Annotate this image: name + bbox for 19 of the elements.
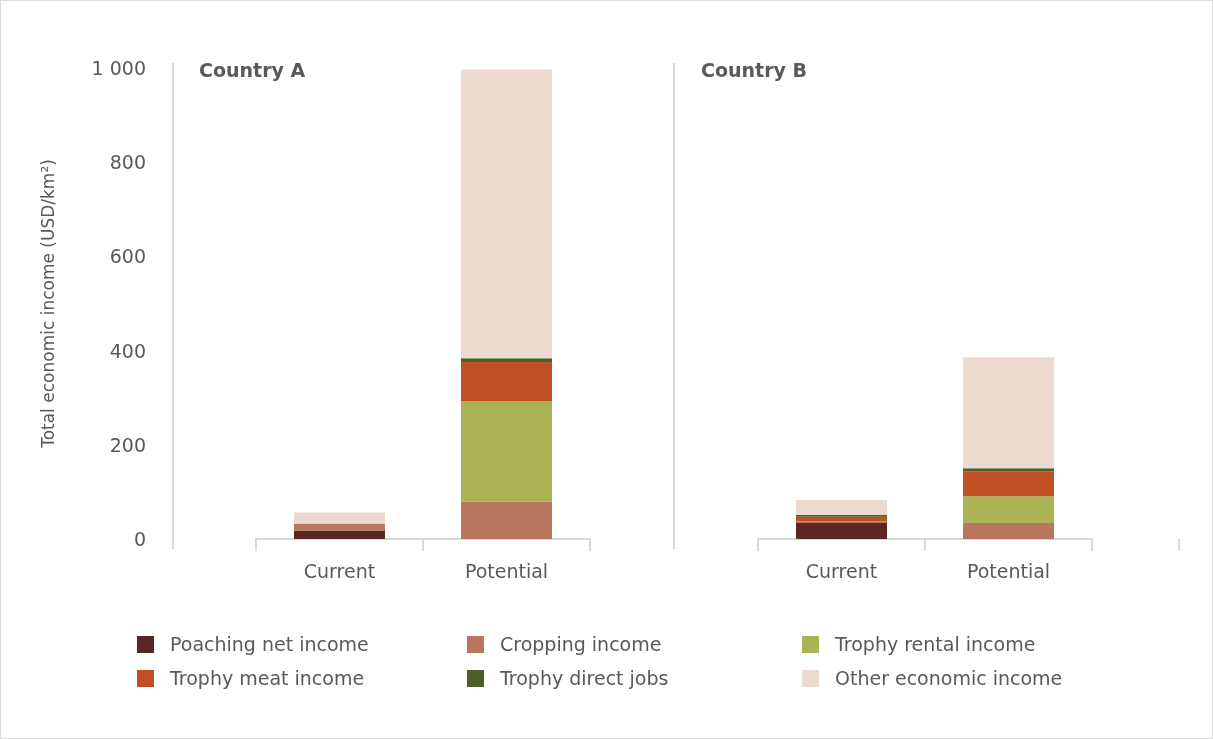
y-tick-label: 600: [109, 245, 146, 268]
legend-label: Cropping income: [500, 633, 662, 655]
x-tick-label: Potential: [966, 559, 1051, 582]
y-axis-title: Total economic income (USD/km²): [37, 159, 58, 449]
y-tick-label: 200: [109, 433, 146, 456]
chart-title: Country B: [701, 58, 807, 81]
legend-label: Trophy meat income: [170, 667, 365, 689]
x-tick-label: Current: [805, 559, 878, 582]
y-tick-label: 800: [109, 151, 146, 174]
legend-label: Poaching net income: [170, 633, 369, 655]
y-tick-label: 1 000: [91, 57, 146, 79]
legend-label: Trophy direct jobs: [500, 667, 669, 689]
y-tick-label: 400: [109, 339, 146, 362]
legend-label: Other economic income: [835, 667, 1063, 689]
x-tick-label: Current: [303, 559, 376, 582]
legend-label: Trophy rental income: [835, 633, 1036, 655]
x-tick-label: Potential: [464, 559, 549, 582]
y-tick-label: 0: [133, 528, 146, 550]
chart-title: Country A: [199, 58, 306, 81]
